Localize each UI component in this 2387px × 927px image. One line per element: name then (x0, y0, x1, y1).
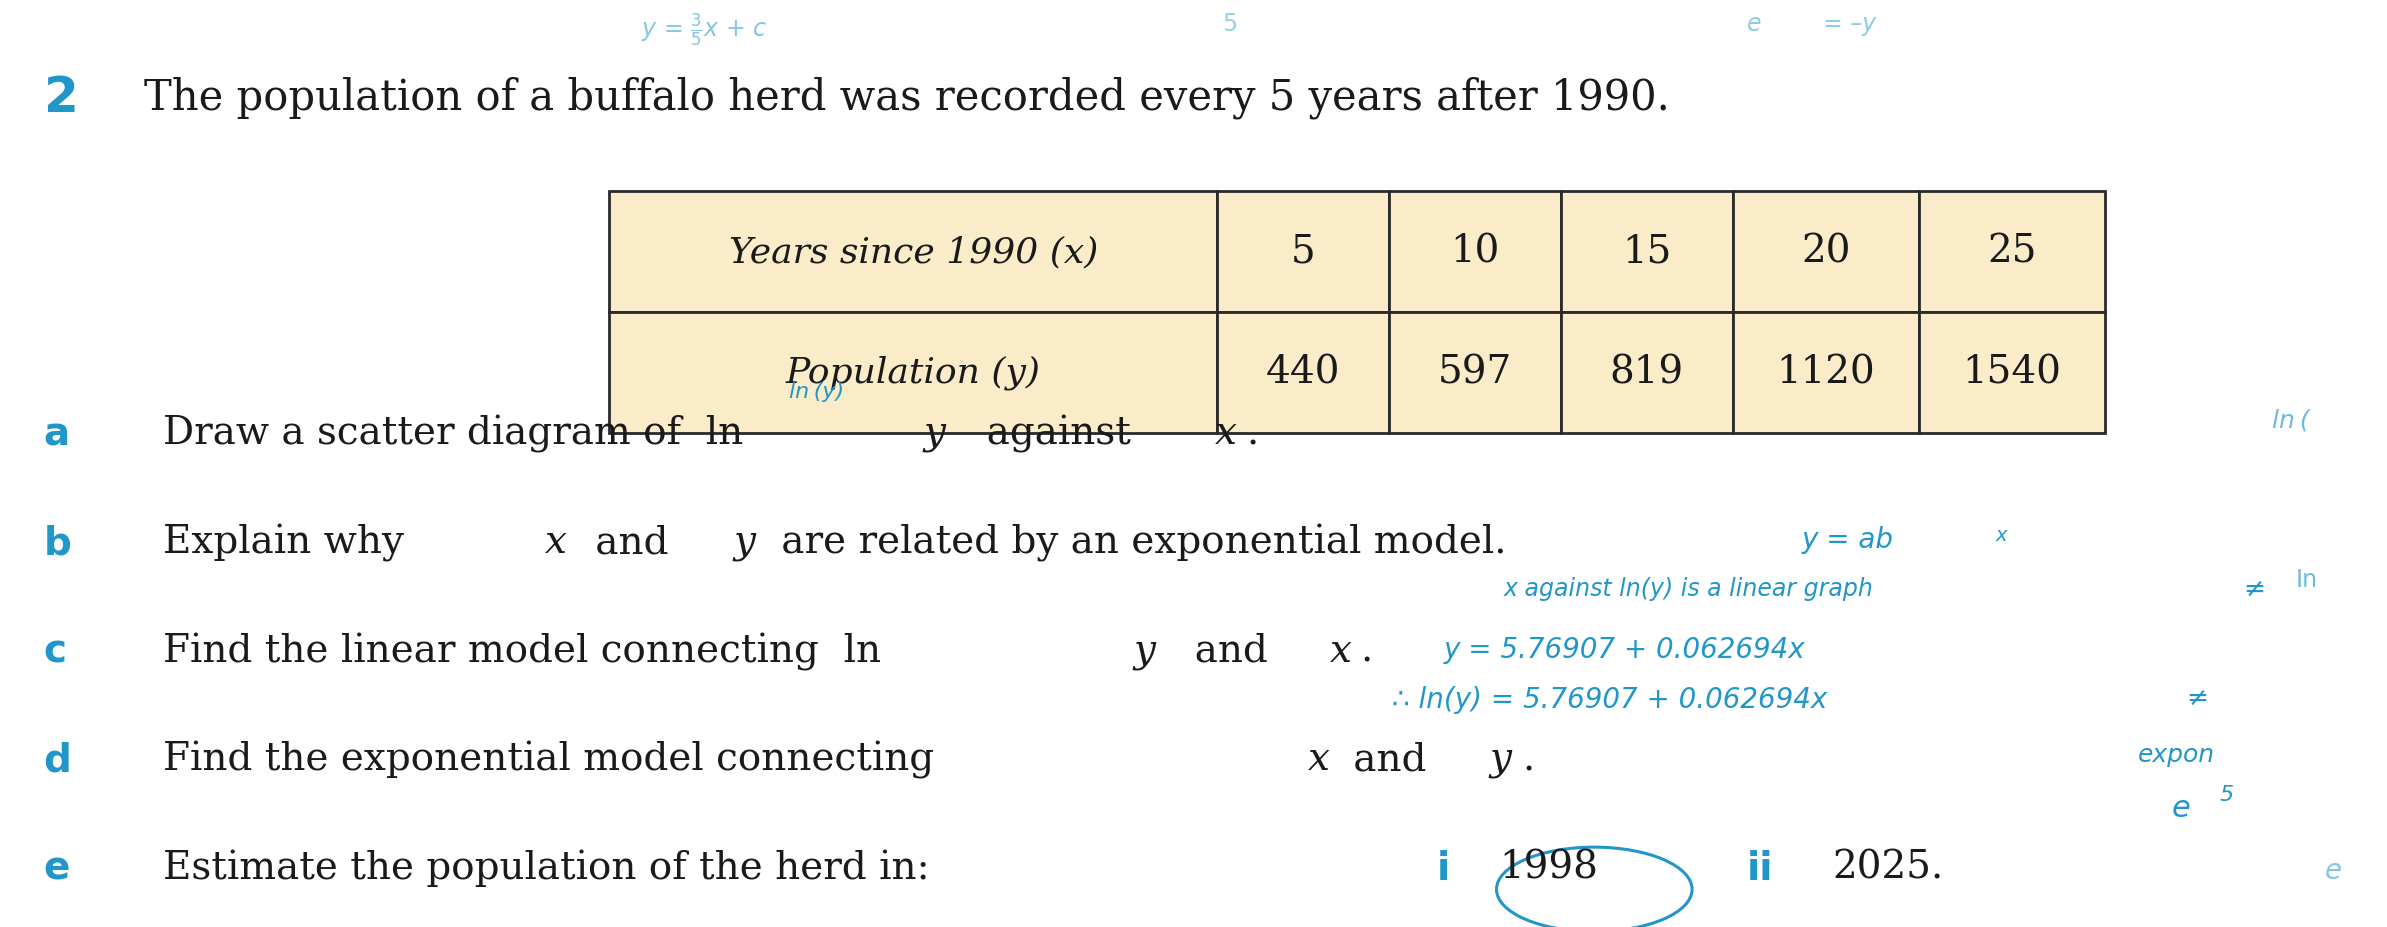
Text: 819: 819 (1609, 354, 1683, 391)
Text: y: y (1489, 741, 1511, 778)
Text: x: x (1996, 525, 2007, 544)
FancyBboxPatch shape (1919, 312, 2105, 433)
Text: Find the linear model connecting  ln: Find the linear model connecting ln (162, 632, 888, 670)
Text: e: e (2325, 857, 2342, 884)
Text: 5: 5 (1291, 234, 1315, 271)
FancyBboxPatch shape (1919, 191, 2105, 312)
Text: y: y (1134, 632, 1155, 669)
Text: .: . (1361, 632, 1373, 669)
Text: In: In (2296, 567, 2318, 591)
Text: = –y: = –y (1824, 12, 1876, 35)
Text: .: . (1246, 415, 1258, 452)
Text: x: x (1308, 741, 1330, 778)
Text: Find the exponential model connecting: Find the exponential model connecting (162, 741, 948, 779)
Text: ∴ ln(y) = 5.76907 + 0.062694x: ∴ ln(y) = 5.76907 + 0.062694x (1392, 685, 1826, 713)
Text: and: and (582, 524, 680, 561)
Text: a: a (43, 415, 69, 453)
Text: 5: 5 (1222, 12, 1236, 35)
FancyBboxPatch shape (1561, 312, 1733, 433)
Text: Population (y): Population (y) (785, 356, 1041, 390)
Text: x against ln(y) is a linear graph: x against ln(y) is a linear graph (1504, 577, 1874, 601)
Text: are related by an exponential model.: are related by an exponential model. (769, 524, 1506, 562)
Text: and: and (1170, 632, 1291, 669)
FancyBboxPatch shape (1389, 191, 1561, 312)
Text: y = ab: y = ab (1802, 525, 1893, 552)
Text: 15: 15 (1623, 234, 1671, 271)
Text: ii: ii (1747, 849, 1774, 887)
Text: y = $\frac{3}{5}$x + c: y = $\frac{3}{5}$x + c (642, 12, 769, 49)
FancyBboxPatch shape (1561, 191, 1733, 312)
Text: 20: 20 (1800, 234, 1850, 271)
Text: e: e (1747, 12, 1762, 35)
Text: 5: 5 (2220, 784, 2234, 805)
Text: Years since 1990 (x): Years since 1990 (x) (728, 235, 1098, 269)
FancyBboxPatch shape (609, 312, 1217, 433)
Text: against: against (962, 415, 1155, 453)
Text: Estimate the population of the herd in:: Estimate the population of the herd in: (162, 849, 929, 886)
Text: .: . (1523, 741, 1535, 778)
Text: y: y (924, 415, 945, 452)
Text: and: and (1341, 741, 1439, 778)
Text: 10: 10 (1451, 234, 1499, 271)
Text: 1998: 1998 (1499, 849, 1597, 886)
FancyBboxPatch shape (609, 191, 1217, 312)
Text: d: d (43, 741, 72, 779)
Text: i: i (1437, 849, 1449, 887)
FancyBboxPatch shape (1733, 312, 1919, 433)
Text: x: x (1330, 632, 1351, 669)
FancyBboxPatch shape (1217, 191, 1389, 312)
Text: Explain why: Explain why (162, 524, 415, 562)
Text: ≠: ≠ (2244, 577, 2265, 603)
FancyBboxPatch shape (1389, 312, 1561, 433)
Text: expon: expon (2139, 742, 2215, 766)
Text: c: c (43, 632, 67, 670)
Text: 1120: 1120 (1776, 354, 1876, 391)
Text: x: x (544, 524, 566, 561)
Text: 597: 597 (1437, 354, 1511, 391)
Text: y = 5.76907 + 0.062694x: y = 5.76907 + 0.062694x (1444, 636, 1805, 664)
Text: ln (: ln ( (2272, 408, 2308, 432)
FancyBboxPatch shape (1217, 312, 1389, 433)
Text: 1540: 1540 (1962, 354, 2062, 391)
Text: ln (y): ln (y) (790, 382, 845, 401)
Text: ≠: ≠ (2186, 685, 2208, 711)
Text: The population of a buffalo herd was recorded every 5 years after 1990.: The population of a buffalo herd was rec… (143, 76, 1669, 119)
Text: 2025.: 2025. (1833, 849, 1943, 886)
Text: e: e (2172, 794, 2191, 822)
Text: e: e (43, 849, 69, 887)
Text: Draw a scatter diagram of  ln: Draw a scatter diagram of ln (162, 415, 752, 453)
Text: 440: 440 (1265, 354, 1341, 391)
Text: 2: 2 (43, 74, 79, 122)
Text: x: x (1215, 415, 1236, 452)
Text: y: y (733, 524, 754, 561)
FancyBboxPatch shape (1733, 191, 1919, 312)
Text: b: b (43, 524, 72, 562)
Text: 25: 25 (1986, 234, 2036, 271)
